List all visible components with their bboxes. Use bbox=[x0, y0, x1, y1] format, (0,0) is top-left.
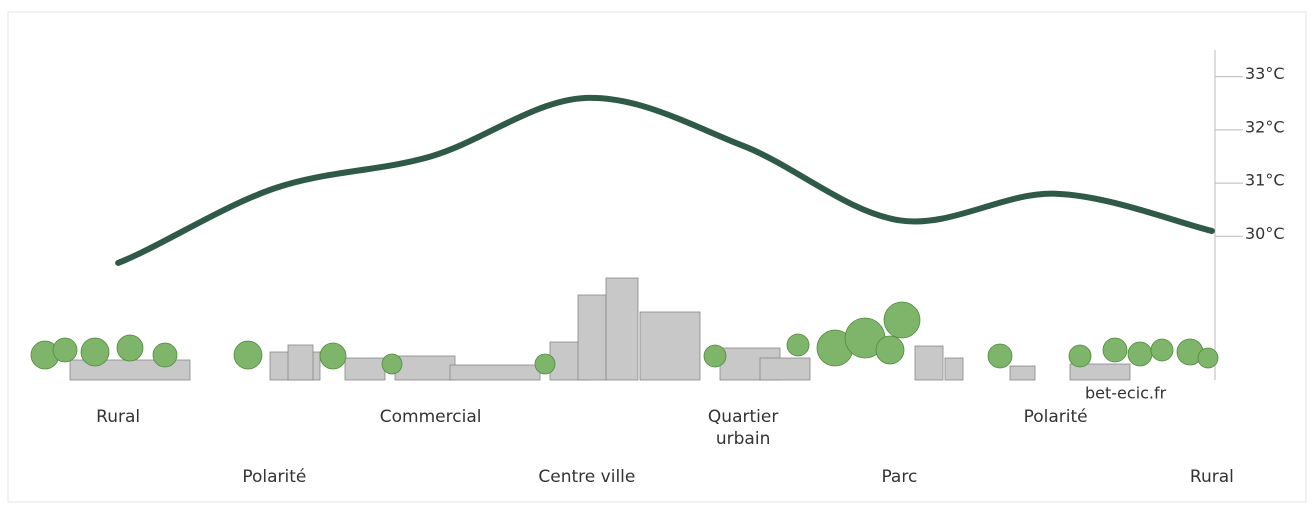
skyline bbox=[69, 277, 1131, 381]
source: bet-ecic.fr bbox=[1085, 384, 1167, 403]
zone-label: Polarité bbox=[1023, 407, 1088, 427]
frame bbox=[7, 11, 1307, 503]
zone-label: Rural bbox=[96, 407, 141, 427]
zone-label: Polarité bbox=[242, 467, 307, 487]
temperature-line bbox=[115, 94, 1215, 266]
y-tick-label: 32°C bbox=[1245, 117, 1285, 136]
trees bbox=[30, 301, 1219, 375]
y-tick-label: 33°C bbox=[1245, 64, 1285, 83]
zone-label: Parc bbox=[881, 467, 918, 487]
zone-label: Centre ville bbox=[538, 467, 636, 487]
y-tick-label: 30°C bbox=[1245, 224, 1285, 243]
zone-label: Rural bbox=[1189, 467, 1234, 487]
zone-label: Commercial bbox=[379, 407, 482, 427]
zone-label: Quartier urbain bbox=[707, 407, 779, 449]
y-tick-label: 31°C bbox=[1245, 171, 1285, 190]
